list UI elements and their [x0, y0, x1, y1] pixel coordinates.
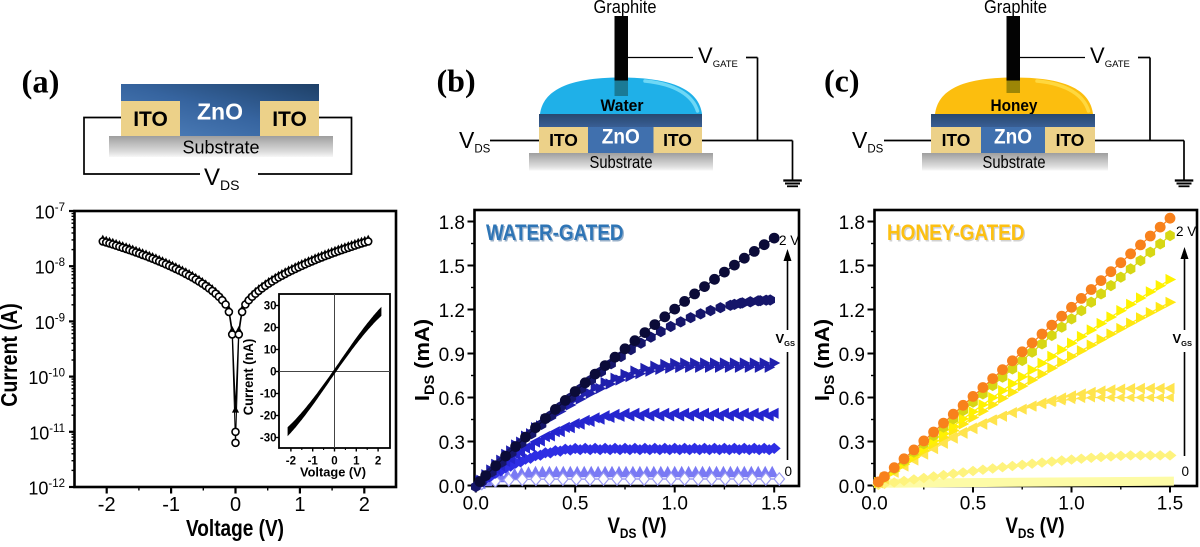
svg-text:1.8: 1.8 — [839, 213, 865, 234]
svg-text:Honey: Honey — [991, 96, 1038, 115]
svg-text:0.5: 0.5 — [960, 494, 986, 515]
svg-text:Graphite: Graphite — [594, 0, 657, 17]
svg-text:ITO: ITO — [663, 130, 692, 150]
svg-text:1: 1 — [353, 456, 360, 468]
svg-text:0.0: 0.0 — [439, 477, 465, 498]
svg-text:0.9: 0.9 — [839, 345, 865, 366]
svg-text:ITO: ITO — [1056, 130, 1085, 150]
svg-text:1.0: 1.0 — [1058, 494, 1084, 515]
svg-text:VDS (V): VDS (V) — [1005, 515, 1064, 542]
svg-text:0: 0 — [785, 464, 793, 479]
svg-text:30: 30 — [264, 301, 277, 313]
svg-text:0: 0 — [230, 494, 241, 516]
svg-text:20: 20 — [264, 323, 277, 335]
svg-text:Current (A): Current (A) — [0, 303, 22, 406]
svg-text:Substrate: Substrate — [590, 152, 653, 172]
svg-text:0.3: 0.3 — [439, 433, 465, 454]
svg-text:-2: -2 — [98, 494, 116, 516]
svg-text:0: 0 — [270, 367, 276, 379]
svg-text:2: 2 — [375, 456, 381, 468]
svg-text:1.2: 1.2 — [439, 301, 465, 322]
svg-text:Graphite: Graphite — [984, 0, 1047, 17]
svg-text:1: 1 — [294, 494, 305, 516]
svg-text:ITO: ITO — [133, 108, 168, 131]
svg-text:Substrate: Substrate — [183, 137, 260, 158]
svg-text:2 V: 2 V — [1176, 224, 1196, 239]
svg-text:ITO: ITO — [942, 130, 971, 150]
svg-text:0.5: 0.5 — [562, 494, 588, 515]
svg-text:-1: -1 — [308, 456, 319, 468]
svg-text:Current (nA): Current (nA) — [241, 339, 257, 416]
svg-text:ITO: ITO — [549, 130, 578, 150]
svg-text:Substrate: Substrate — [983, 152, 1046, 172]
svg-text:-1: -1 — [162, 494, 180, 516]
svg-text:ZnO: ZnO — [197, 99, 243, 125]
svg-text:(b): (b) — [437, 63, 476, 99]
svg-text:ZnO: ZnO — [994, 126, 1032, 149]
svg-text:0.6: 0.6 — [839, 389, 865, 410]
svg-text:WATER-GATED: WATER-GATED — [487, 222, 625, 247]
svg-text:0.3: 0.3 — [839, 433, 865, 454]
svg-text:1.2: 1.2 — [839, 301, 865, 322]
svg-text:1.5: 1.5 — [839, 257, 865, 278]
svg-text:VDS (V): VDS (V) — [607, 515, 666, 542]
svg-text:0.0: 0.0 — [463, 494, 489, 515]
svg-text:(c): (c) — [824, 63, 860, 99]
svg-text:IDS (mA): IDS (mA) — [412, 319, 437, 401]
svg-text:WATER-GATED: WATER-GATED — [486, 220, 624, 245]
svg-text:2 V: 2 V — [779, 233, 799, 248]
svg-text:Voltage (V): Voltage (V) — [300, 465, 366, 480]
svg-text:ITO: ITO — [272, 108, 307, 131]
svg-text:0.0: 0.0 — [839, 477, 865, 498]
svg-text:ZnO: ZnO — [602, 126, 640, 149]
svg-text:1.5: 1.5 — [439, 257, 465, 278]
svg-text:(a): (a) — [22, 65, 60, 101]
svg-text:-20: -20 — [260, 411, 277, 423]
svg-text:0.0: 0.0 — [861, 494, 887, 515]
svg-text:1.5: 1.5 — [1157, 494, 1183, 515]
svg-text:0: 0 — [331, 456, 337, 468]
svg-text:HONEY-GATED: HONEY-GATED — [888, 222, 1026, 247]
svg-text:HONEY-GATED: HONEY-GATED — [887, 220, 1025, 245]
svg-text:0.9: 0.9 — [439, 345, 465, 366]
svg-text:-30: -30 — [260, 433, 277, 445]
svg-text:Water: Water — [601, 96, 644, 115]
svg-text:2: 2 — [359, 494, 370, 516]
svg-text:Voltage (V): Voltage (V) — [186, 515, 284, 541]
svg-text:1.8: 1.8 — [439, 213, 465, 234]
svg-text:-10: -10 — [260, 389, 277, 401]
svg-text:1.0: 1.0 — [661, 494, 687, 515]
svg-text:0.6: 0.6 — [439, 389, 465, 410]
svg-text:-2: -2 — [286, 456, 296, 468]
svg-text:0: 0 — [1182, 464, 1190, 479]
svg-text:1.5: 1.5 — [761, 494, 787, 515]
svg-text:10: 10 — [264, 345, 277, 357]
